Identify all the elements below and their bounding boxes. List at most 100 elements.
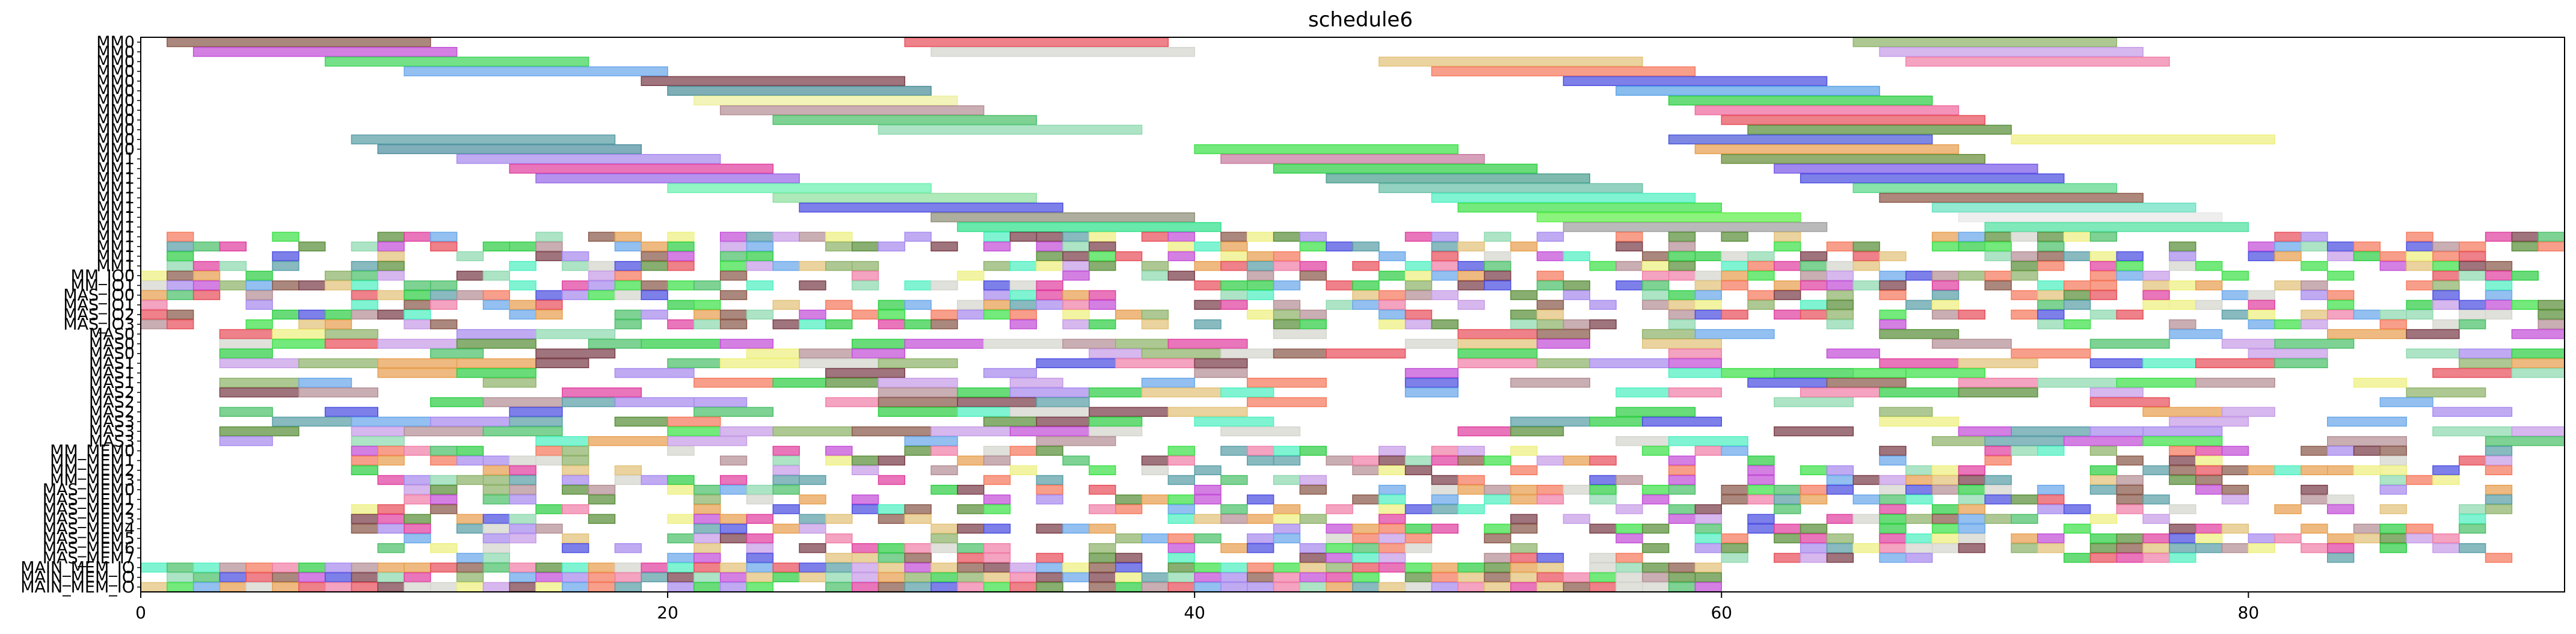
task-cell <box>1563 251 1590 262</box>
task-bar <box>324 57 589 67</box>
y-tick-label: MAIN_MEM_IO <box>20 568 135 587</box>
task-cell <box>1747 271 1775 281</box>
task-cell <box>1668 300 1696 310</box>
task-cell <box>1958 523 1986 534</box>
task-cell <box>693 378 774 388</box>
task-cell <box>1167 553 1195 563</box>
task-cell <box>1774 494 1801 505</box>
task-cell <box>2011 251 2038 262</box>
task-cell <box>1062 309 1090 320</box>
task-cell <box>930 484 958 495</box>
task-cell <box>1984 514 2012 524</box>
task-cell <box>192 280 221 291</box>
y-tick-label: MM_MEM1 <box>50 452 135 470</box>
task-cell <box>1826 348 1880 359</box>
task-cell <box>1167 562 1195 573</box>
task-cell <box>562 543 589 553</box>
task-cell <box>2037 232 2065 242</box>
task-cell <box>1721 280 1748 291</box>
task-cell <box>1800 271 1828 281</box>
task-cell <box>1484 455 1511 466</box>
task-cell <box>2169 504 2196 514</box>
task-cell <box>799 543 826 553</box>
task-cell <box>456 271 484 281</box>
task-cell <box>1774 504 1801 514</box>
task-cell <box>825 582 853 592</box>
task-cell <box>430 348 484 359</box>
task-cell <box>245 280 273 291</box>
task-cell <box>772 378 826 388</box>
task-cell <box>1536 329 1590 339</box>
task-cell <box>2116 504 2144 514</box>
task-cell <box>535 309 563 320</box>
task-cell <box>430 280 458 291</box>
task-cell <box>799 514 826 524</box>
task-cell <box>1484 572 1511 582</box>
task-cell <box>482 533 511 544</box>
task-cell <box>588 436 668 446</box>
task-cell <box>1589 358 1670 369</box>
task-cell <box>535 504 563 514</box>
task-cell <box>1404 290 1433 300</box>
task-cell <box>667 232 695 242</box>
y-tick-label: MM0 <box>96 140 135 159</box>
task-cell <box>2406 329 2460 339</box>
task-cell <box>272 416 352 427</box>
task-cell <box>1404 271 1433 281</box>
task-cell <box>2327 494 2355 505</box>
task-cell <box>878 387 958 398</box>
task-cell <box>1852 475 1880 485</box>
task-cell <box>2063 290 2091 300</box>
task-cell <box>1589 475 1617 485</box>
task-cell <box>904 232 932 242</box>
task-cell <box>2248 319 2275 330</box>
task-cell <box>2221 339 2275 349</box>
task-cell <box>219 387 300 398</box>
task-cell <box>1457 241 1485 251</box>
task-cell <box>1642 251 1670 262</box>
task-cell <box>1536 309 1564 320</box>
task-cell <box>1115 572 1143 582</box>
task-cell <box>430 484 458 495</box>
task-cell <box>535 446 563 456</box>
task-cell <box>1774 232 1801 242</box>
task-cell <box>1905 484 1933 495</box>
task-cell <box>2301 309 2328 320</box>
task-bar <box>377 144 642 155</box>
task-cell <box>1379 300 1406 310</box>
task-cell <box>1431 572 1459 582</box>
task-cell <box>1615 280 1643 291</box>
task-cell <box>1510 446 1538 456</box>
task-cell <box>1089 241 1116 251</box>
task-cell <box>219 572 247 582</box>
task-cell <box>1615 436 1670 446</box>
task-bar <box>1879 192 2144 203</box>
task-cell <box>2459 514 2486 524</box>
task-cell <box>1089 553 1116 563</box>
task-bar <box>1379 183 1643 193</box>
task-cell <box>1352 260 1380 271</box>
task-cell <box>1220 543 1248 553</box>
task-cell <box>219 260 247 271</box>
task-cell <box>588 484 616 495</box>
task-cell <box>2195 300 2223 310</box>
task-cell <box>1220 426 1301 437</box>
task-cell <box>1036 553 1063 563</box>
task-cell <box>1984 455 2012 466</box>
task-cell <box>1615 387 1670 398</box>
task-cell <box>1905 533 1933 544</box>
task-cell <box>588 290 616 300</box>
task-bar <box>167 37 431 48</box>
task-cell <box>1931 436 1986 446</box>
task-bar <box>1800 173 2065 183</box>
task-cell <box>1668 484 1696 495</box>
task-cell <box>219 378 300 388</box>
task-cell <box>1089 484 1116 495</box>
task-cell <box>1404 504 1433 514</box>
task-cell <box>930 465 958 475</box>
task-cell <box>377 290 405 300</box>
task-cell <box>404 290 431 300</box>
task-cell <box>851 309 879 320</box>
task-cell <box>719 319 748 330</box>
task-cell <box>430 562 458 573</box>
